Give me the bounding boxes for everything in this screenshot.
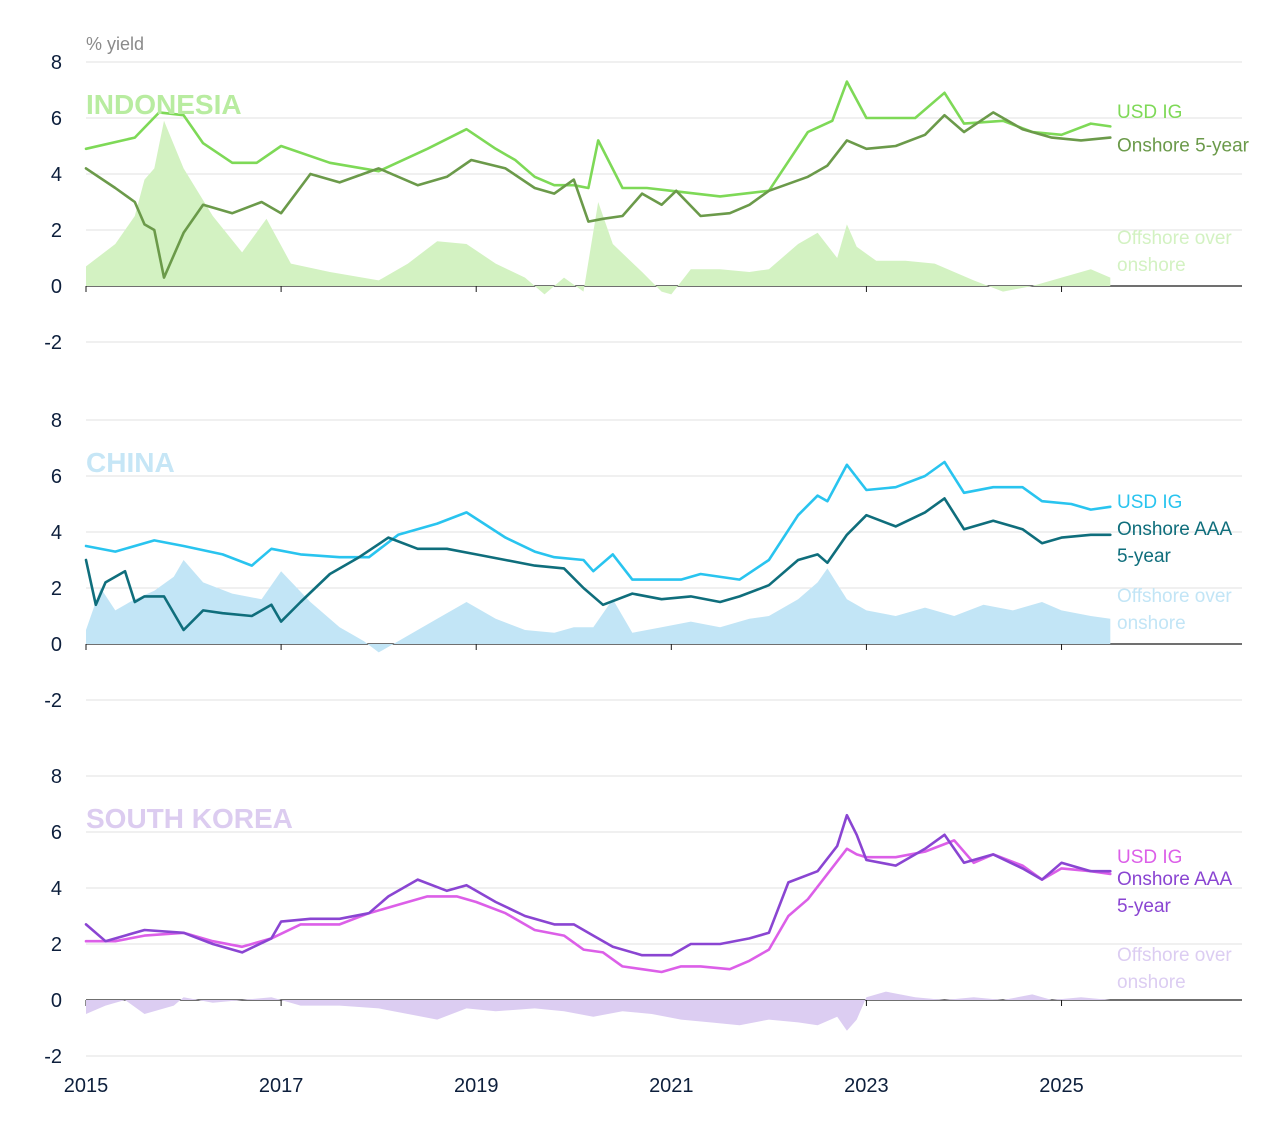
y-tick-label: 4	[51, 878, 62, 900]
panel-title-indonesia: INDONESIA	[86, 89, 242, 120]
series-area-offshore-over-onshore	[86, 120, 1111, 295]
series-label-onshore-aaa-5-year: Onshore AAA 5-year	[1117, 869, 1232, 917]
x-tick-label: 2019	[454, 1075, 499, 1097]
y-tick-label: 8	[51, 52, 62, 74]
series-area-offshore-over-onshore	[86, 991, 1111, 1031]
series-label-onshore-aaa-5-year: Onshore AAA 5-year	[1117, 519, 1232, 567]
chart-panels: 8 6 4 2 0 -2 INDONESIA USD IG Onshore 5-year Offs…	[44, 52, 1249, 1068]
y-tick-label: 8	[51, 410, 62, 432]
y-tick-label: -2	[44, 332, 62, 354]
x-tick-label: 2021	[649, 1075, 694, 1097]
x-tick-label: 2023	[844, 1075, 889, 1097]
panel-indonesia: 8 6 4 2 0 -2 INDONESIA USD IG Onshore 5-year Offs…	[44, 52, 1249, 354]
y-tick-label: 0	[51, 990, 62, 1012]
y-tick-label: -2	[44, 690, 62, 712]
series-line-onshore-aaa-5-year	[84, 497, 1112, 632]
series-label-onshore-5-year: Onshore 5-year	[1117, 136, 1250, 157]
y-tick-label: 4	[51, 522, 62, 544]
y-tick-label: 0	[51, 276, 62, 298]
panel-title-south-korea: SOUTH KOREA	[86, 803, 293, 834]
panel-china: 8 6 4 2 0 -2 CHINA USD IG Onshore AAA 5-year Offsh…	[44, 410, 1242, 712]
x-axis: 2015 2017 2019 2021 2023 2025	[64, 1075, 1084, 1097]
y-tick-label: 2	[51, 578, 62, 600]
series-area-offshore-over-onshore	[86, 560, 1111, 653]
series-label-usd-ig: USD IG	[1117, 492, 1182, 513]
series-label-offshore-over-onshore: Offshore over onshore	[1117, 945, 1232, 993]
series-line-usd-ig	[84, 460, 1112, 581]
series-label-usd-ig: USD IG	[1117, 102, 1182, 123]
y-tick-label: 8	[51, 766, 62, 788]
series-line-usd-ig	[84, 839, 1112, 974]
x-tick-label: 2015	[64, 1075, 109, 1097]
x-tick-label: 2017	[259, 1075, 304, 1097]
y-tick-label: 0	[51, 634, 62, 656]
y-tick-label: -2	[44, 1046, 62, 1068]
unit-label: % yield	[86, 34, 144, 54]
series-label-offshore-over-onshore: Offshore over onshore	[1117, 586, 1232, 634]
x-tick-label: 2025	[1039, 1075, 1084, 1097]
y-tick-label: 2	[51, 220, 62, 242]
y-tick-label: 4	[51, 164, 62, 186]
series-label-offshore-over-onshore: Offshore over onshore	[1117, 228, 1232, 276]
series-line-onshore-aaa-5-year	[84, 813, 1112, 957]
y-tick-label: 6	[51, 108, 62, 130]
series-line-onshore-5-year	[84, 111, 1112, 279]
series-line-usd-ig	[84, 80, 1112, 198]
panel-title-china: CHINA	[86, 447, 175, 478]
series-label-usd-ig: USD IG	[1117, 847, 1182, 868]
y-tick-label: 2	[51, 934, 62, 956]
y-tick-label: 6	[51, 466, 62, 488]
y-tick-label: 6	[51, 822, 62, 844]
